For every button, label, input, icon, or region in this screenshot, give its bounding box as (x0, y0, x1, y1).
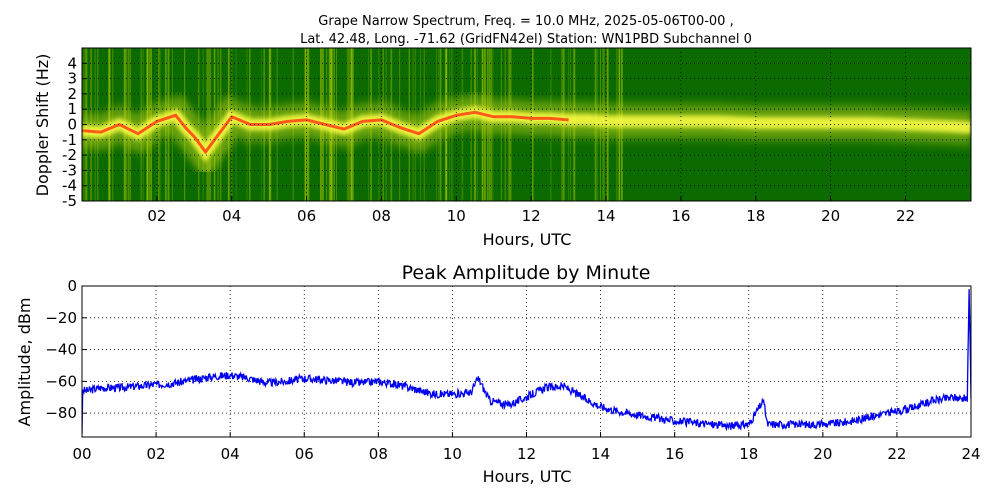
amplitude-xlabel: Hours, UTC (483, 467, 572, 486)
amplitude-xtick-label: 20 (813, 445, 832, 463)
spectrogram-ytick-label: 2 (67, 85, 77, 103)
spectrogram-xtick-label: 16 (671, 207, 690, 225)
spectrogram-ylabel: Doppler Shift (Hz) (33, 54, 52, 197)
amplitude-xtick-label: 22 (887, 445, 906, 463)
amplitude-ytick-label: −40 (45, 341, 77, 359)
spectrogram-xtick-label: 02 (147, 207, 166, 225)
amplitude-xtick-label: 12 (517, 445, 536, 463)
amplitude-ytick-label: −80 (45, 404, 77, 422)
spectrogram-ytick-label: -3 (62, 161, 77, 179)
spectrogram-xtick-label: 04 (222, 207, 241, 225)
spectrogram-xtick-label: 18 (746, 207, 765, 225)
spectrogram-ytick-label: 0 (67, 116, 77, 134)
amplitude-panel: Peak Amplitude by Minute 00 02 04 06 08 10 12 1… (15, 262, 981, 486)
spectrogram-xtick-label: 06 (297, 207, 316, 225)
amplitude-xtick-label: 14 (591, 445, 610, 463)
spectrogram-ytick-label: 3 (67, 70, 77, 88)
spectrogram-xlabel: Hours, UTC (483, 230, 572, 249)
amplitude-title: Peak Amplitude by Minute (402, 262, 651, 284)
figure-title-line2: Lat. 42.48, Long. -71.62 (GridFN42el) St… (300, 32, 752, 47)
amplitude-xtick-label: 06 (295, 445, 314, 463)
spectrogram-xtick-label: 20 (821, 207, 840, 225)
amplitude-plot-area (82, 286, 971, 437)
amplitude-xtick-label: 18 (739, 445, 758, 463)
amplitude-series-line (82, 289, 971, 434)
figure-title-line1: Grape Narrow Spectrum, Freq. = 10.0 MHz,… (318, 14, 733, 29)
spectrogram-xtick-label: 14 (596, 207, 615, 225)
amplitude-xtick-label: 10 (443, 445, 462, 463)
amplitude-xtick-label: 02 (147, 445, 166, 463)
spectrogram-xtick-label: 10 (447, 207, 466, 225)
amplitude-ylabel: Amplitude, dBm (15, 298, 34, 427)
spectrogram-ytick-label: 4 (67, 54, 77, 72)
amplitude-xtick-label: 24 (961, 445, 980, 463)
amplitude-xtick-label: 04 (221, 445, 240, 463)
amplitude-xtick-label: 08 (369, 445, 388, 463)
spectrogram-ytick-label: -4 (62, 177, 77, 195)
spectrogram-xtick-label: 12 (522, 207, 541, 225)
spectrogram-ytick-label: 1 (67, 100, 77, 118)
amplitude-xtick-label: 00 (72, 445, 91, 463)
spectrogram-xtick-label: 08 (372, 207, 391, 225)
amplitude-ytick-label: −20 (45, 309, 77, 327)
spectrogram-ytick-label: -2 (62, 146, 77, 164)
spectrogram-ytick-label: -1 (62, 131, 77, 149)
doppler-trace (82, 110, 569, 155)
amplitude-ytick-label: 0 (67, 277, 77, 295)
amplitude-ytick-label: −60 (45, 372, 77, 390)
spectrogram-xtick-label: 22 (896, 207, 915, 225)
spectrogram-image (82, 48, 971, 201)
amplitude-xtick-label: 16 (665, 445, 684, 463)
spectrogram-ytick-label: -5 (62, 192, 77, 210)
